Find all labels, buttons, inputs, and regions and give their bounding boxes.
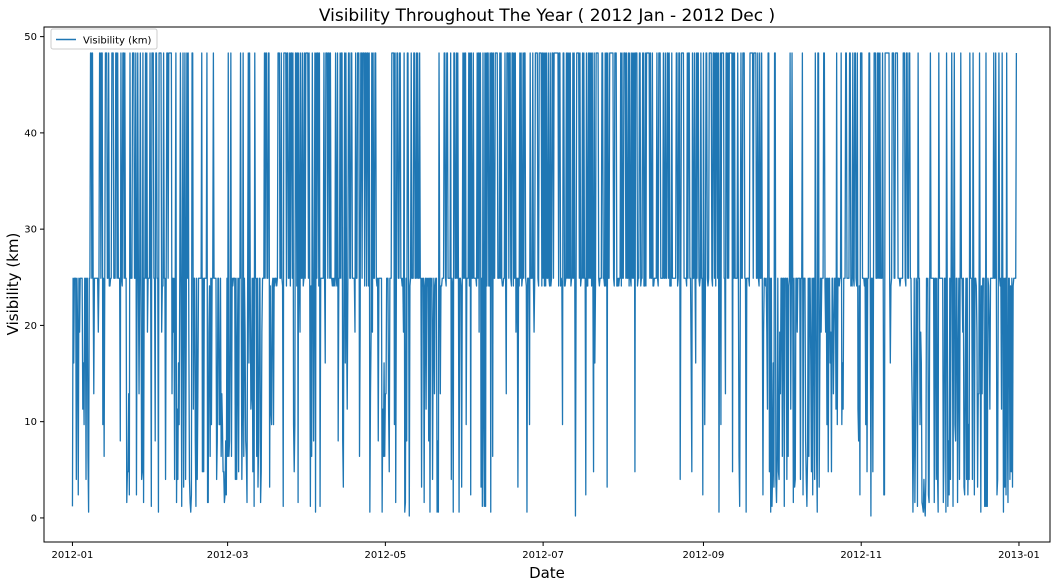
plot-border — [43, 26, 1051, 543]
y-tick-label: 50 — [24, 32, 37, 43]
x-tick-label: 2012-03 — [207, 550, 249, 561]
x-tick-label: 2013-01 — [998, 550, 1040, 561]
x-axis-ticks: 2012-01 2012-03 2012-05 2012-07 2012-09 2012-… — [52, 542, 1040, 561]
y-tick-label: 40 — [24, 128, 37, 139]
plot-frame — [43, 26, 1051, 543]
legend-box — [50, 28, 158, 50]
chart-title: Visibility Throughout The Year ( 2012 Ja… — [319, 6, 775, 26]
y-tick-label: 10 — [24, 417, 37, 428]
y-tick-label: 20 — [24, 321, 37, 332]
series-layer — [71, 52, 1018, 517]
x-tick-label: 2012-05 — [364, 550, 406, 561]
x-tick-label: 2012-07 — [522, 550, 564, 561]
x-tick-label: 2012-09 — [683, 550, 725, 561]
y-tick-label: 0 — [31, 513, 37, 524]
y-axis-ticks: 0 10 20 30 40 50 — [24, 32, 44, 524]
y-axis-title: Visibility (km) — [4, 233, 22, 336]
x-axis-title: Date — [529, 564, 565, 582]
x-tick-label: 2012-11 — [840, 550, 882, 561]
legend-label: Visibility (km) — [83, 36, 152, 47]
x-tick-label: 2012-01 — [52, 550, 94, 561]
legend: Visibility (km) — [50, 28, 158, 50]
series-line-visibility — [71, 52, 1018, 517]
y-tick-label: 30 — [24, 225, 37, 236]
